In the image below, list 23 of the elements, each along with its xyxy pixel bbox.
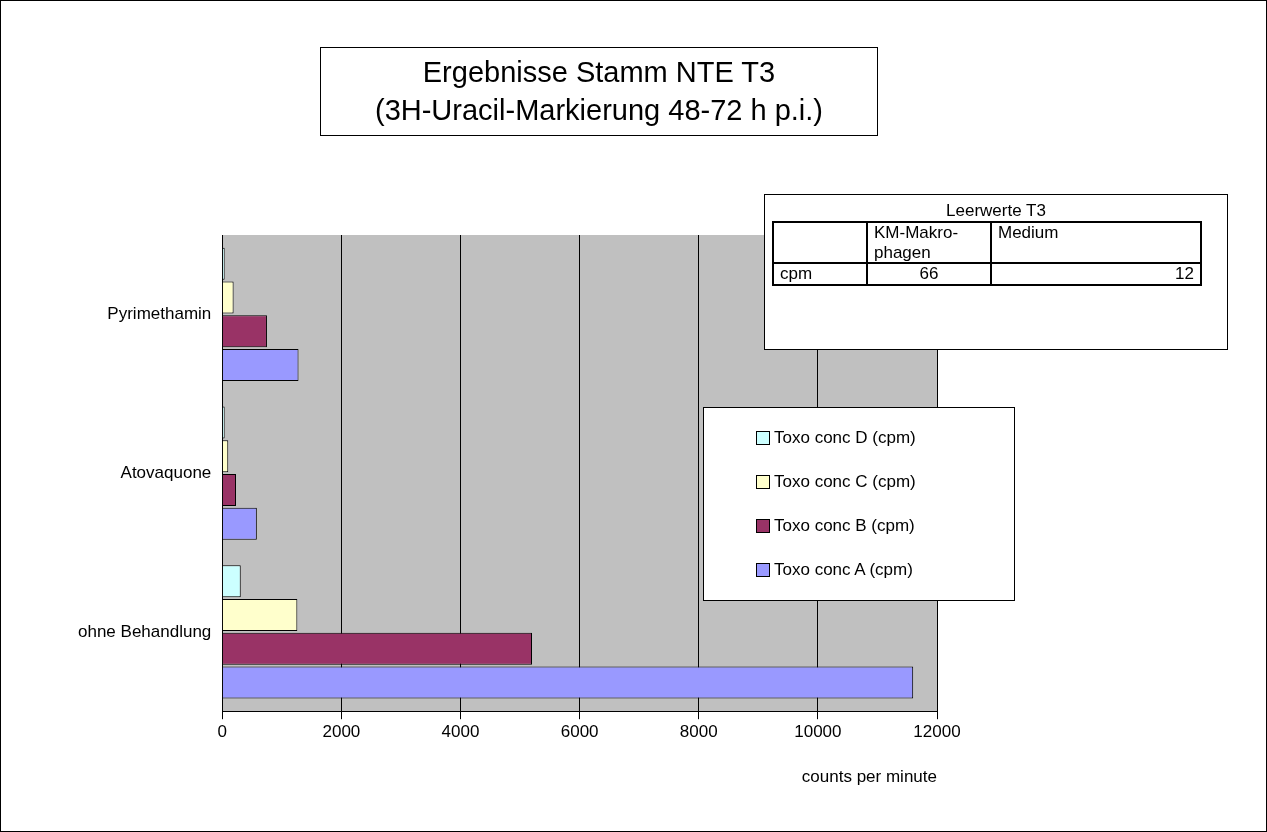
y-tick-label: ohne Behandlung: [78, 621, 212, 641]
y-tick-label: Atovaquone: [120, 462, 212, 482]
x-tick-label: 12000: [913, 722, 961, 742]
text: Leerwerte T3: [946, 201, 1046, 220]
x-tick-label: 0: [217, 722, 228, 742]
x-tick-label: 8000: [679, 722, 718, 742]
chart-title: Ergebnisse Stamm NTE T3: [421, 55, 777, 90]
legend-label: Toxo conc C (cpm): [774, 472, 916, 492]
legend-label: Toxo conc A (cpm): [774, 560, 913, 580]
legend-label: Toxo conc B (cpm): [774, 516, 915, 536]
x-axis-title: counts per minute: [801, 767, 937, 787]
text: 12: [1175, 264, 1194, 284]
legend-label: Toxo conc D (cpm): [774, 428, 916, 448]
annotation: cpm: [773, 263, 867, 286]
annotation: 66: [867, 263, 991, 286]
text: Medium: [998, 223, 1059, 242]
annotation: KM-Makro-phagen: [867, 222, 991, 264]
x-tick-label: 2000: [322, 722, 361, 742]
chart-subtitle: (3H-Uracil-Markierung 48-72 h p.i.): [374, 92, 824, 128]
x-tick-label: 6000: [560, 722, 599, 742]
x-tick-label: 4000: [441, 722, 480, 742]
x-tick-label: 10000: [794, 722, 842, 742]
y-tick-label: Pyrimethamin: [107, 304, 212, 324]
